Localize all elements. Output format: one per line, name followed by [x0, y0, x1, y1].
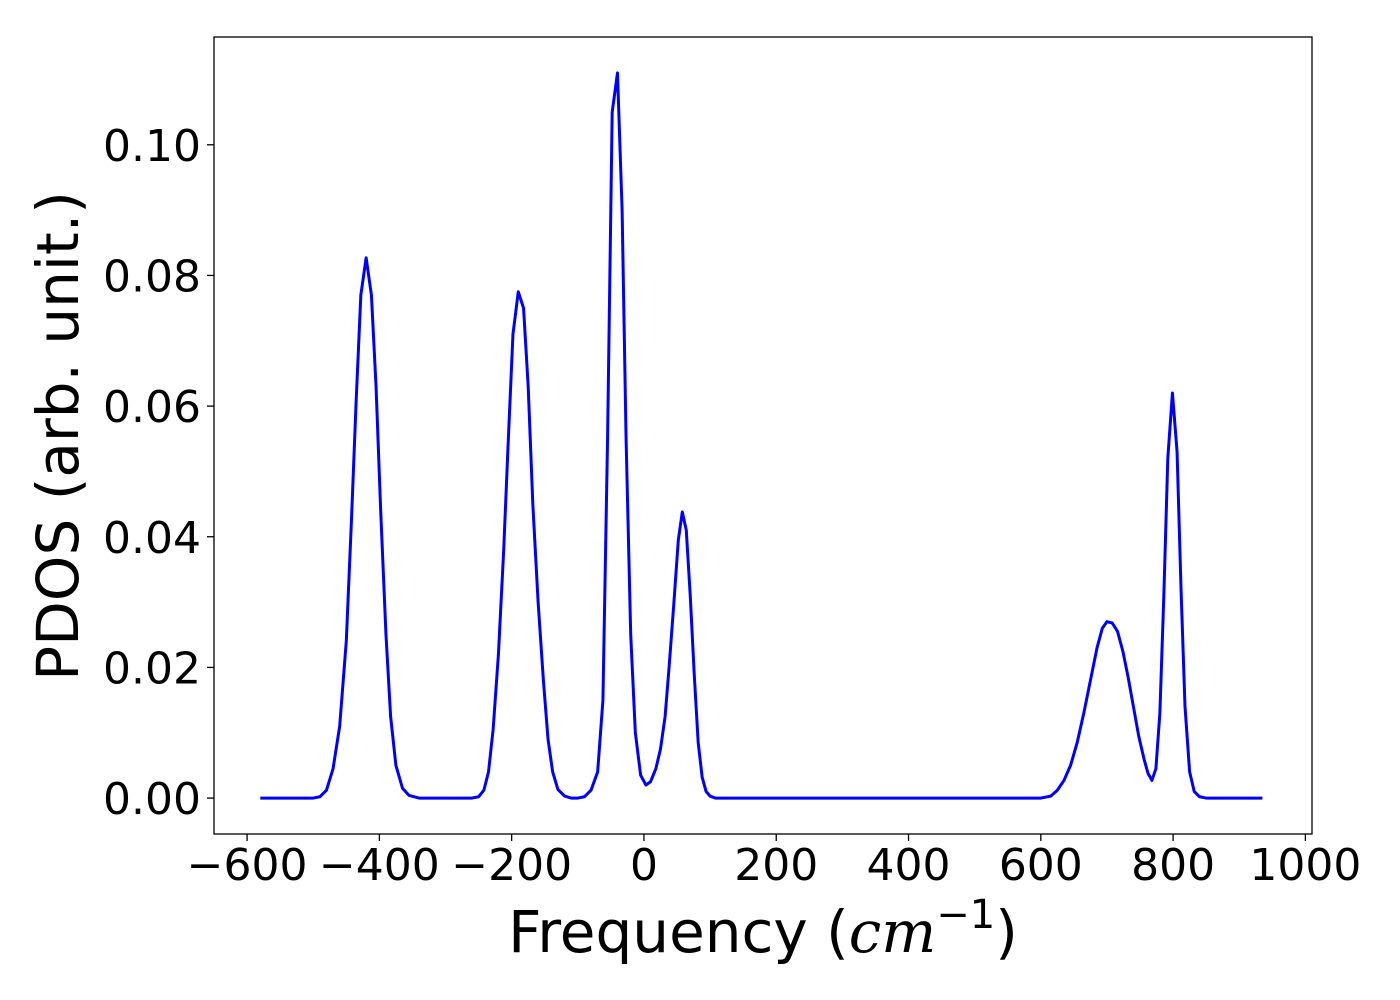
- x-tick-label: −400: [319, 840, 440, 891]
- y-tick-label: 0.00: [103, 774, 201, 825]
- y-tick-label: 0.02: [103, 643, 201, 694]
- x-tick-label: 1000: [1249, 840, 1361, 891]
- x-axis-title: Frequency (cm−1): [508, 892, 1018, 966]
- x-tick-label: 800: [1131, 840, 1215, 891]
- y-tick-label: 0.10: [103, 121, 201, 172]
- y-tick-label: 0.08: [103, 251, 201, 302]
- y-axis-title: PDOS (arb. unit.): [24, 191, 92, 681]
- x-axis-title-text: Frequency (: [508, 898, 849, 966]
- x-axis-title-unit: cm: [849, 898, 936, 966]
- pdos-line: [260, 71, 1263, 800]
- ticks-layer: −600 −400 −200 0 200 400 600 800 1000 0.00 0.02 0.0…: [103, 121, 1361, 891]
- x-tick-label: −200: [451, 840, 572, 891]
- plot-frame: [213, 36, 1313, 835]
- x-tick-label: 400: [867, 840, 951, 891]
- x-axis-title-exponent: −1: [936, 892, 995, 938]
- x-tick-label: 600: [999, 840, 1083, 891]
- x-tick-label: 200: [734, 840, 818, 891]
- x-axis-title-close: ): [995, 898, 1018, 966]
- x-tick-label: 0: [630, 840, 658, 891]
- x-tick-label: −600: [187, 840, 308, 891]
- y-tick-label: 0.06: [103, 382, 201, 433]
- y-tick-label: 0.04: [103, 513, 201, 564]
